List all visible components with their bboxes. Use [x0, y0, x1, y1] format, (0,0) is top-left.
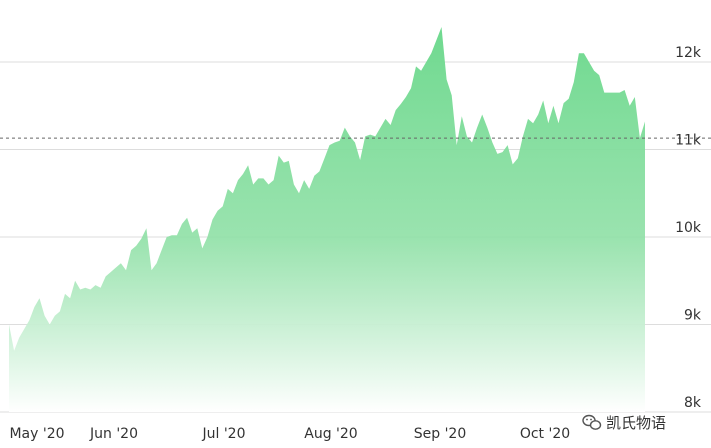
- x-tick-label: Sep '20: [414, 426, 467, 442]
- y-tick-label: 8k: [684, 395, 702, 411]
- watermark: 凯氏物语: [582, 414, 666, 432]
- y-tick-label: 12k: [675, 45, 702, 61]
- x-axis-ticks: May '20 Jun '20 Jul '20 Aug '20 Sep '20 Oct '…: [9, 426, 570, 442]
- x-tick-label: Jul '20: [201, 426, 245, 442]
- price-area: [9, 27, 645, 412]
- y-tick-label: 9k: [684, 308, 702, 324]
- x-tick-label: Jun '20: [89, 426, 138, 442]
- y-tick-label: 10k: [675, 220, 702, 236]
- y-tick-label: 11k: [675, 133, 702, 149]
- x-tick-label: Oct '20: [520, 426, 570, 442]
- watermark-text: 凯氏物语: [606, 414, 666, 432]
- x-tick-label: May '20: [9, 426, 64, 442]
- wechat-icon: [582, 414, 602, 430]
- x-tick-label: Aug '20: [304, 426, 357, 442]
- y-axis-ticks: 8k 9k 10k 11k 12k: [675, 45, 702, 411]
